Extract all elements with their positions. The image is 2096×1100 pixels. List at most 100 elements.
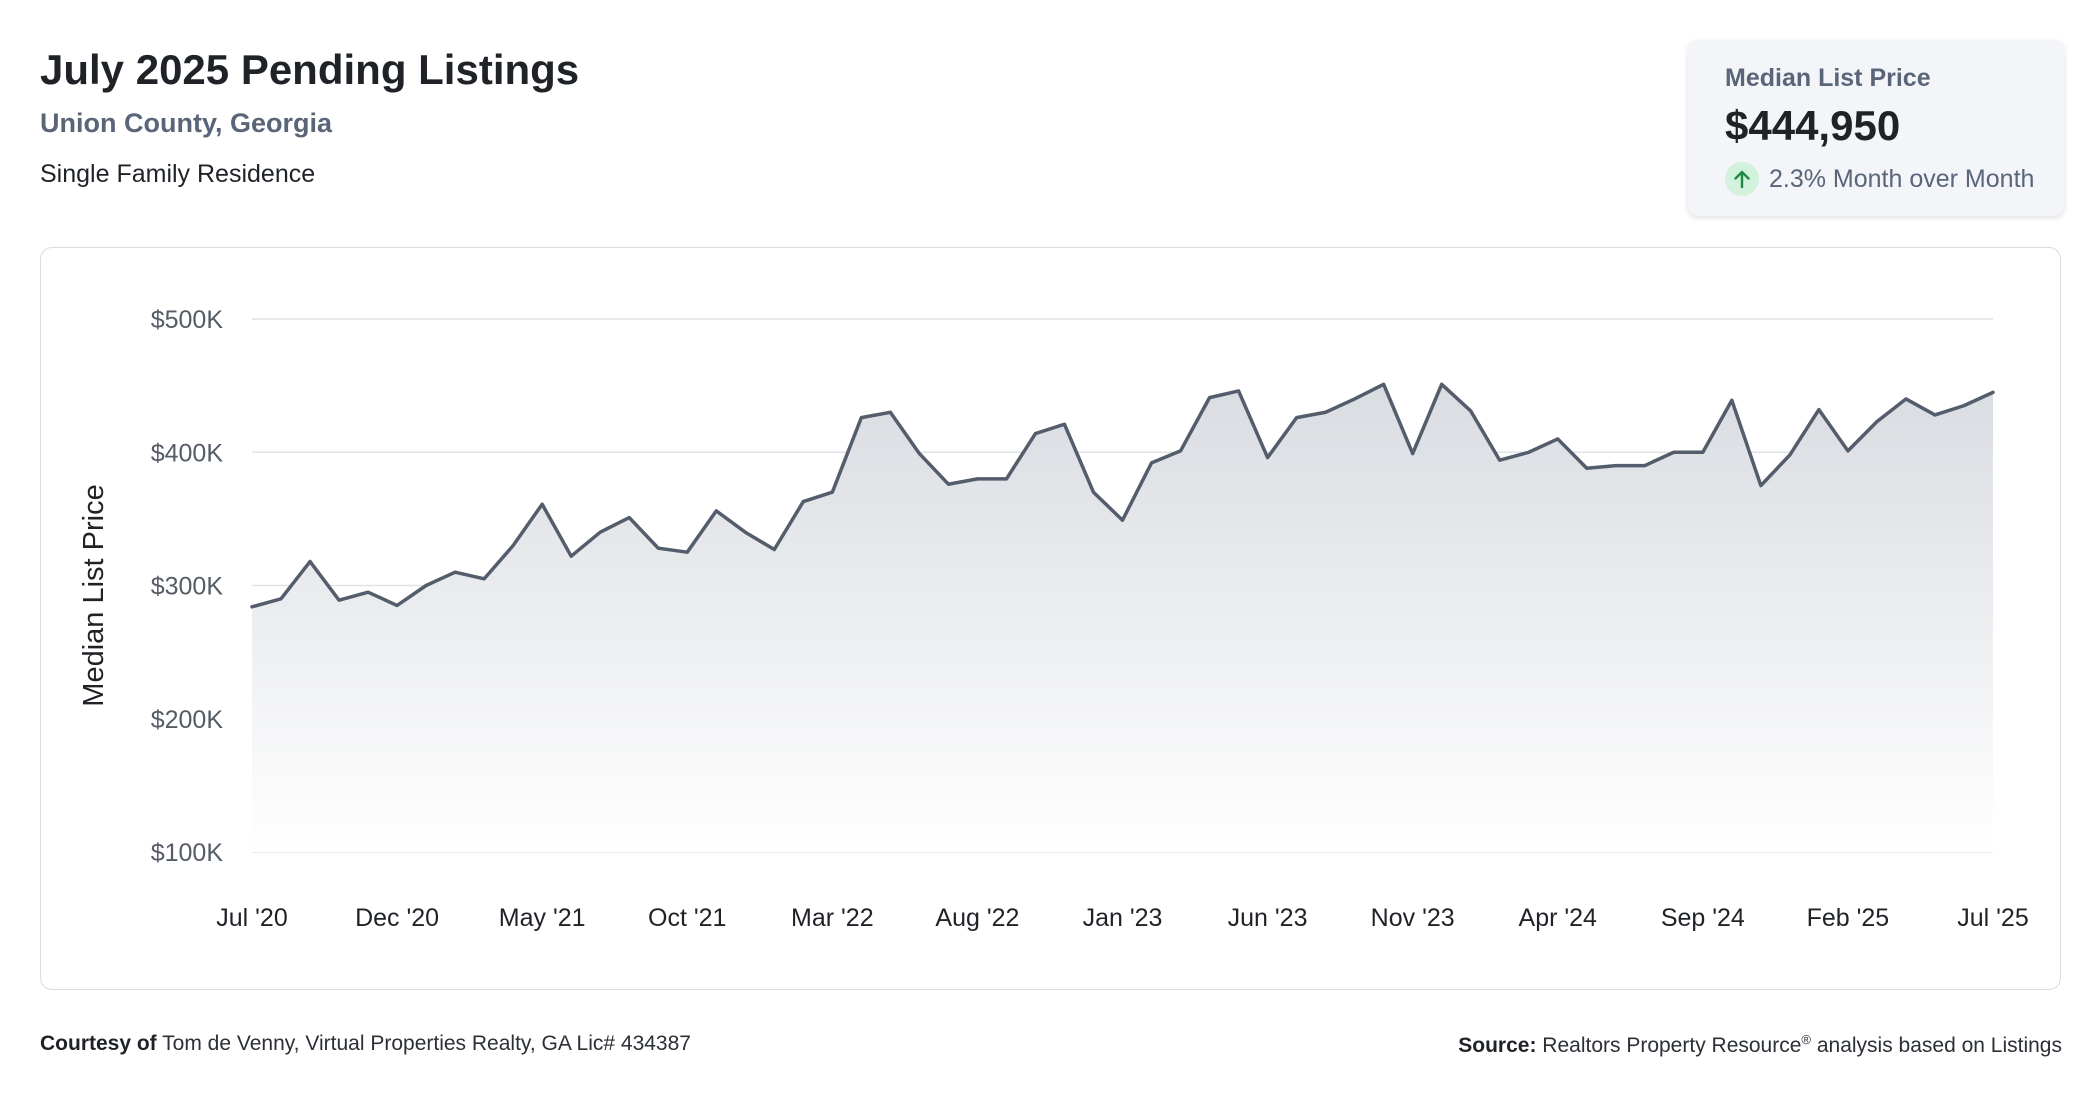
data-point (859, 416, 863, 420)
data-point (511, 544, 515, 548)
data-point (1237, 389, 1241, 393)
data-point (1324, 410, 1328, 414)
x-tick-label: Feb '25 (1807, 904, 1890, 932)
data-point (366, 590, 370, 594)
courtesy-footer: Courtesy of Tom de Venny, Virtual Proper… (40, 1032, 691, 1056)
data-point (656, 546, 660, 550)
location-subtitle: Union County, Georgia (40, 108, 332, 138)
y-tick-label: $200K (151, 706, 224, 734)
data-point (250, 605, 254, 609)
y-tick-label: $500K (151, 306, 224, 334)
data-point (1498, 458, 1502, 462)
data-point (1266, 456, 1270, 460)
data-point (395, 603, 399, 607)
data-point (685, 550, 689, 554)
source-footer: Source: Realtors Property Resource® anal… (1458, 1032, 2062, 1058)
data-point (1411, 452, 1415, 456)
data-point (1962, 404, 1966, 408)
data-point (308, 560, 312, 564)
x-tick-label: Nov '23 (1371, 904, 1455, 932)
data-point (1121, 518, 1125, 522)
area-fill (252, 384, 1993, 852)
data-point (1179, 449, 1183, 453)
data-point (1062, 422, 1066, 426)
data-point (1875, 420, 1879, 424)
median-list-price-chart: $100K $200K $300K $400K $500K Jul '20 Dec '20 M… (78, 306, 2029, 932)
data-point (830, 490, 834, 494)
data-point (1295, 416, 1299, 420)
page-title: July 2025 Pending Listings (40, 46, 580, 93)
data-point (453, 570, 457, 574)
source-label: Source: (1458, 1034, 1537, 1057)
courtesy-text: Tom de Venny, Virtual Properties Realty,… (162, 1032, 691, 1055)
data-point (627, 516, 631, 520)
courtesy-label: Courtesy of (40, 1032, 157, 1055)
data-point (1759, 484, 1763, 488)
data-point (1527, 450, 1531, 454)
data-point (1004, 477, 1008, 481)
data-point (743, 530, 747, 534)
data-point (1585, 466, 1589, 470)
data-point (801, 500, 805, 504)
data-point (1991, 390, 1995, 394)
data-point (1440, 382, 1444, 386)
data-point (1556, 437, 1560, 441)
stat-label: Median List Price (1725, 64, 1931, 92)
data-point (1846, 449, 1850, 453)
median-price-card: Median List Price $444,950 2.3% Month ov… (1688, 40, 2064, 216)
data-point (888, 410, 892, 414)
stat-value: $444,950 (1725, 102, 1901, 149)
x-tick-label: Jun '23 (1228, 904, 1308, 932)
data-point (1382, 382, 1386, 386)
y-tick-label: $400K (151, 439, 224, 467)
data-point (1904, 397, 1908, 401)
data-point (1672, 450, 1676, 454)
x-tick-label: Jan '23 (1083, 904, 1163, 932)
source-text-tail: analysis based on Listings (1811, 1034, 2062, 1057)
x-tick-label: May '21 (499, 904, 586, 932)
y-tick-label: $100K (151, 839, 224, 867)
property-type-label: Single Family Residence (40, 160, 316, 188)
data-point (772, 548, 776, 552)
data-point (1353, 397, 1357, 401)
y-axis-label: Median List Price (78, 484, 110, 706)
data-point (1933, 413, 1937, 417)
data-point (714, 509, 718, 513)
data-point (337, 598, 341, 602)
data-point (540, 502, 544, 506)
x-tick-label: Oct '21 (648, 904, 726, 932)
chart-container: $100K $200K $300K $400K $500K Jul '20 Dec '20 M… (40, 247, 2061, 990)
data-point (598, 530, 602, 534)
data-point (1614, 464, 1618, 468)
data-point (1643, 464, 1647, 468)
data-point (1033, 432, 1037, 436)
stat-change-text: 2.3% Month over Month (1769, 164, 2035, 193)
x-tick-label: Dec '20 (355, 904, 439, 932)
data-point (1730, 398, 1734, 402)
x-tick-label: Jul '25 (1957, 904, 2028, 932)
data-point (1701, 450, 1705, 454)
x-tick-label: Apr '24 (1519, 904, 1598, 932)
x-tick-label: Mar '22 (791, 904, 874, 932)
data-point (1817, 408, 1821, 412)
data-point (279, 597, 283, 601)
data-point (1091, 490, 1095, 494)
data-point (1208, 396, 1212, 400)
data-point (482, 577, 486, 581)
data-point (1469, 409, 1473, 413)
x-tick-label: Jul '20 (216, 904, 287, 932)
data-point (975, 477, 979, 481)
data-point (1788, 453, 1792, 457)
x-tick-label: Sep '24 (1661, 904, 1745, 932)
series-line (250, 382, 1995, 609)
arrow-up-icon (1725, 162, 1759, 196)
source-text: Realtors Property Resource (1542, 1034, 1802, 1057)
registered-mark: ® (1801, 1032, 1811, 1047)
stat-change: 2.3% Month over Month (1725, 162, 2034, 196)
y-tick-label: $300K (151, 573, 224, 601)
data-point (424, 584, 428, 588)
data-point (1150, 461, 1154, 465)
data-point (917, 452, 921, 456)
data-point (569, 554, 573, 558)
x-tick-label: Aug '22 (935, 904, 1019, 932)
